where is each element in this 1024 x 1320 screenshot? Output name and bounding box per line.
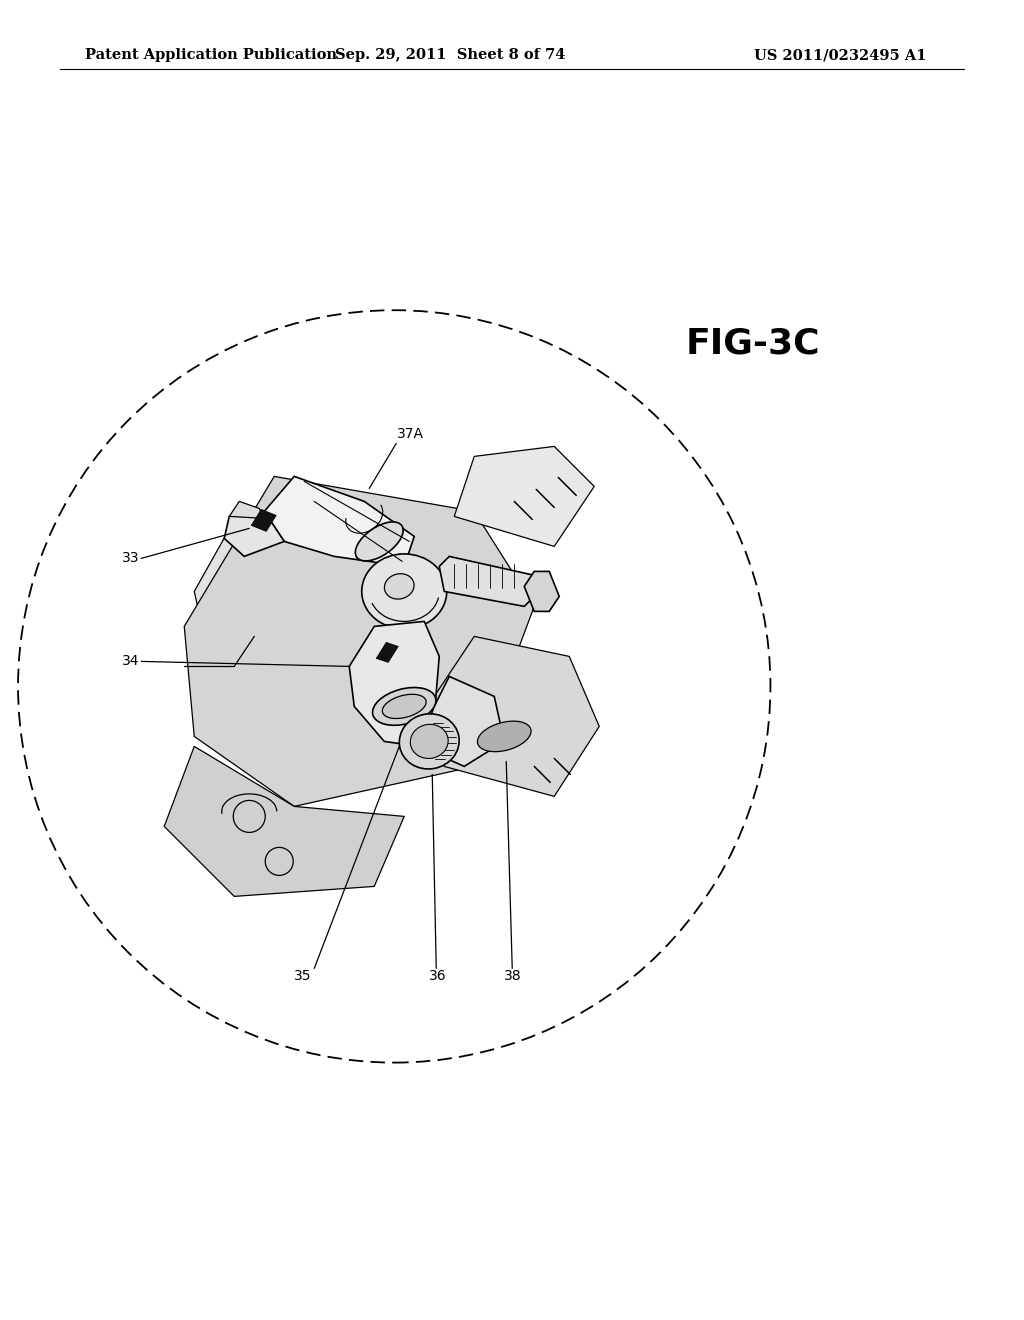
Text: 38: 38: [504, 969, 522, 983]
Text: 36: 36: [429, 969, 446, 983]
Text: 35: 35: [294, 969, 311, 983]
Ellipse shape: [373, 688, 436, 725]
Polygon shape: [195, 511, 474, 697]
Polygon shape: [434, 636, 599, 796]
Text: 33: 33: [122, 552, 139, 565]
Polygon shape: [439, 557, 540, 606]
Ellipse shape: [361, 554, 446, 628]
Polygon shape: [164, 746, 404, 896]
Ellipse shape: [411, 725, 449, 759]
Ellipse shape: [399, 714, 459, 770]
Polygon shape: [224, 511, 285, 557]
Polygon shape: [184, 477, 535, 807]
Polygon shape: [455, 446, 594, 546]
Polygon shape: [376, 643, 398, 663]
Ellipse shape: [382, 694, 426, 718]
Text: 34: 34: [122, 655, 139, 668]
Polygon shape: [524, 572, 559, 611]
Text: Patent Application Publication: Patent Application Publication: [85, 49, 337, 62]
Polygon shape: [264, 477, 415, 566]
Ellipse shape: [384, 574, 414, 599]
Polygon shape: [349, 622, 439, 746]
Ellipse shape: [355, 521, 403, 561]
Text: 37A: 37A: [397, 428, 424, 441]
Polygon shape: [251, 510, 276, 532]
Text: FIG-3C: FIG-3C: [685, 326, 820, 360]
Ellipse shape: [477, 721, 531, 751]
Text: Sep. 29, 2011  Sheet 8 of 74: Sep. 29, 2011 Sheet 8 of 74: [335, 49, 565, 62]
Polygon shape: [229, 502, 264, 519]
Text: US 2011/0232495 A1: US 2011/0232495 A1: [754, 49, 927, 62]
Polygon shape: [419, 676, 504, 767]
